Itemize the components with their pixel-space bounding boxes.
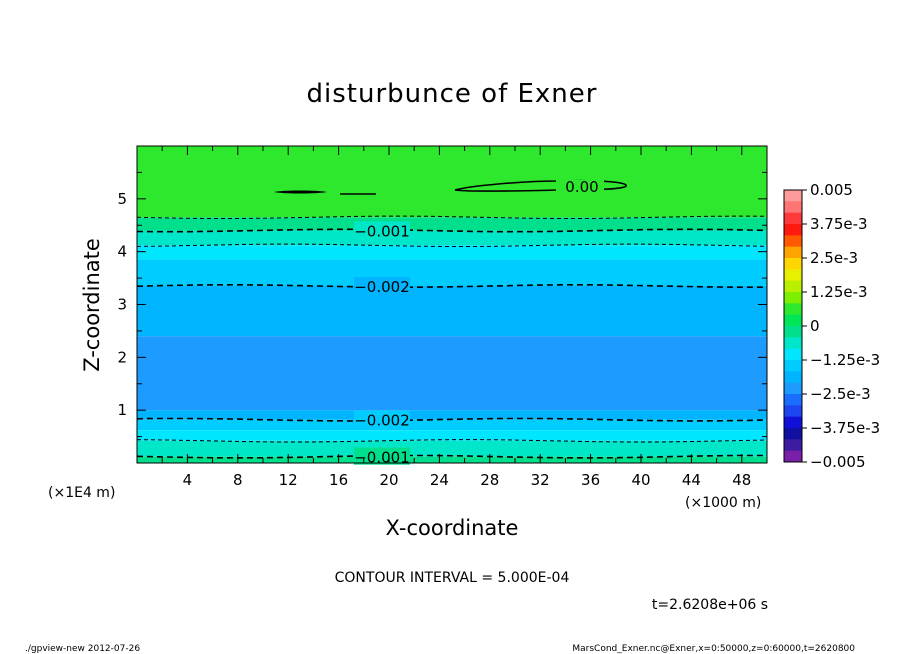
- contour-lines: −0.001 −0.002 −0.002 −0.001: [136, 215, 768, 467]
- colorbar-swatch: [784, 269, 802, 282]
- contour-label: −0.001: [354, 449, 410, 467]
- colorbar-label: 0: [810, 317, 820, 335]
- x-tick-label: 44: [682, 471, 701, 489]
- x-tick-label: 40: [631, 471, 650, 489]
- colorbar-swatch: [784, 371, 802, 384]
- contour-line: [136, 228, 768, 233]
- colorbar-swatch: [784, 246, 802, 259]
- contour-line: [136, 284, 768, 288]
- y-tick-label: 4: [117, 243, 127, 261]
- x-axis-units: (×1000 m): [685, 495, 761, 511]
- colorbar-label: 3.75e-3: [810, 215, 868, 233]
- colorbar-swatch: [784, 258, 802, 270]
- colorbar-swatch: [784, 450, 802, 463]
- colorbar-swatch: [784, 235, 802, 248]
- colorbar-label: −0.005: [810, 453, 866, 471]
- contour-interval: CONTOUR INTERVAL = 5.000E-04: [335, 570, 570, 586]
- contour-band: [137, 419, 767, 431]
- x-tick-label: 16: [329, 471, 348, 489]
- y-tick-label: 1: [117, 401, 127, 419]
- contour-band: [137, 245, 767, 260]
- contour-label: −0.002: [354, 278, 410, 296]
- colorbar-swatch: [784, 394, 802, 406]
- y-axis-units: (×1E4 m): [48, 485, 115, 501]
- y-axis-title: Z-coordinate: [80, 238, 104, 372]
- x-tick-label: 12: [279, 471, 298, 489]
- colorbar-swatch: [784, 382, 802, 395]
- colorbar-swatch: [784, 190, 802, 202]
- colorbar-swatch: [784, 201, 802, 214]
- colorbar-swatch: [784, 224, 802, 236]
- colorbar-swatch: [784, 337, 802, 350]
- contour-band: [137, 440, 767, 457]
- colorbar-label: 2.5e-3: [810, 249, 858, 267]
- colorbar-swatch: [784, 292, 802, 304]
- contour-band: [137, 410, 767, 420]
- contour-line: [136, 215, 767, 219]
- contour-band: [137, 456, 767, 463]
- zero-contour-loop: [454, 179, 627, 192]
- colorbar-swatch: [784, 405, 802, 418]
- zero-contour: 0.00: [274, 178, 627, 196]
- filled-contour-bands: [137, 146, 767, 463]
- contour-band: [137, 217, 767, 231]
- chart-title: disturbunce of Exner: [307, 79, 598, 109]
- colorbar-label: −1.25e-3: [810, 351, 880, 369]
- y-tick-label: 2: [117, 348, 127, 366]
- x-tick-label: 36: [581, 471, 600, 489]
- x-tick-label: 32: [531, 471, 550, 489]
- colorbar-swatch: [784, 212, 802, 225]
- x-axis-title: X-coordinate: [386, 516, 519, 540]
- y-tick-label: 3: [117, 296, 127, 314]
- y-tick-label: 5: [117, 190, 127, 208]
- colorbar-label: 0.005: [810, 181, 853, 199]
- contour-line: [136, 417, 768, 422]
- colorbar-swatch: [784, 303, 802, 316]
- colorbar-swatch: [784, 360, 802, 372]
- colorbar-label: 1.25e-3: [810, 283, 868, 301]
- contour-label: −0.002: [354, 412, 410, 430]
- plot-area: −0.001−0.002−0.002−0.001 0.00 4 8 12 16 20 24…: [117, 145, 768, 489]
- contour-band: [137, 259, 767, 287]
- x-tick-label: 8: [233, 471, 243, 489]
- colorbar-label: −3.75e-3: [810, 419, 880, 437]
- time-label: t=2.6208e+06 s: [652, 597, 768, 613]
- colorbar-label: −2.5e-3: [810, 385, 871, 403]
- x-tick-label: 20: [379, 471, 398, 489]
- zero-contour-blob-1: [274, 190, 327, 194]
- x-tick-label: 24: [430, 471, 449, 489]
- contour-line: [136, 454, 767, 459]
- contour-label-zero: 0.00: [565, 178, 598, 196]
- colorbar-swatch: [784, 280, 802, 293]
- colorbar-swatch: [784, 428, 802, 440]
- x-tick-label: 48: [732, 471, 751, 489]
- contour-label: −0.001: [354, 223, 410, 241]
- x-tick-label: 28: [480, 471, 499, 489]
- footer-right: MarsCond_Exner.nc@Exner,x=0:50000,z=0:60…: [572, 644, 855, 654]
- colorbar-swatch: [784, 439, 802, 452]
- contour-band: [137, 146, 767, 218]
- contour-band: [137, 286, 767, 337]
- colorbar-swatch: [784, 314, 802, 327]
- contour-line: [136, 243, 768, 247]
- colorbar-swatch: [784, 326, 802, 338]
- x-tick-label: 4: [183, 471, 193, 489]
- colorbar-swatch: [784, 348, 802, 361]
- colorbar-swatch: [784, 416, 802, 429]
- contour-band: [137, 336, 767, 411]
- contour-line: [137, 439, 768, 443]
- colorbar: 0.005 3.75e-3 2.5e-3 1.25e-3 0 −1.25e-3 −2.5e-…: [783, 181, 880, 471]
- footer-left: ./gpview-new 2012-07-26: [25, 644, 140, 654]
- contour-band: [137, 230, 767, 246]
- contour-band: [137, 430, 767, 441]
